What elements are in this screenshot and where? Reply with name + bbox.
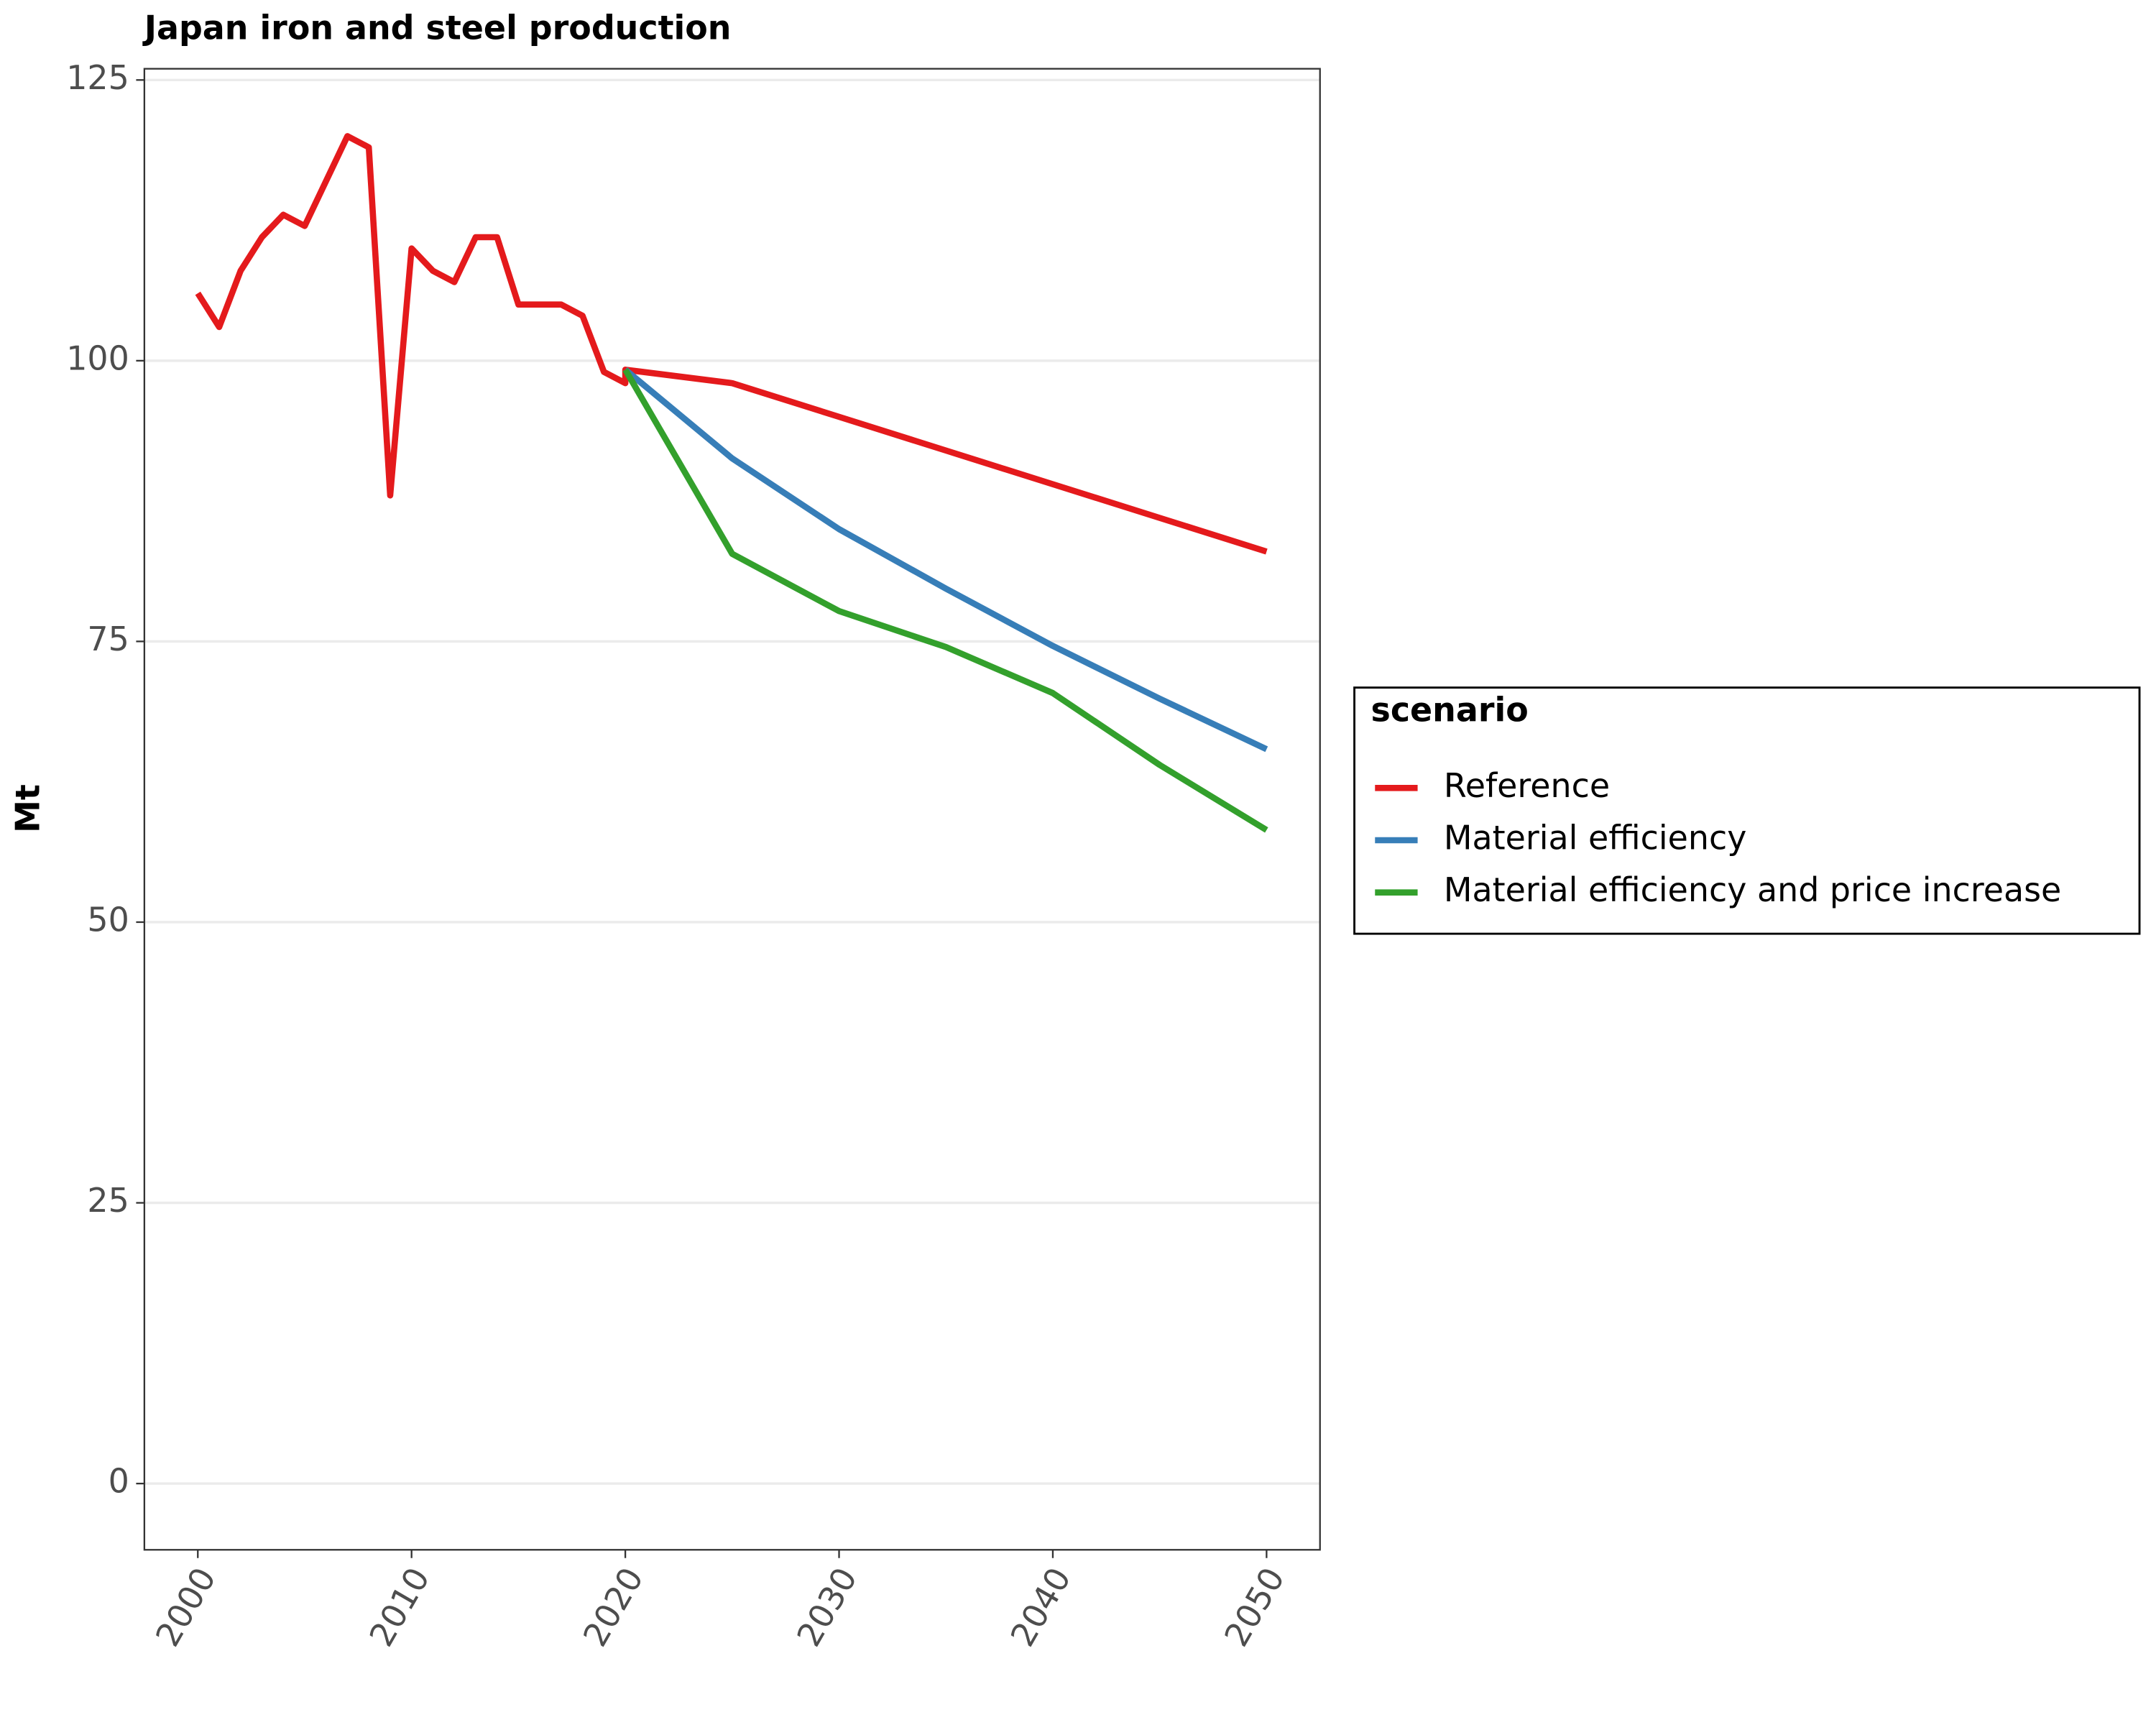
legend-title: scenario xyxy=(1371,691,1529,730)
legend-label: Material efficiency and price increase xyxy=(1444,870,2061,909)
y-tick-label: 0 xyxy=(109,1462,129,1501)
grid xyxy=(144,78,1320,1485)
y-axis-label: Mt xyxy=(9,784,47,833)
legend-label: Reference xyxy=(1444,766,1610,805)
series-line xyxy=(195,133,1268,555)
y-tick-label: 25 xyxy=(87,1181,129,1220)
series-line xyxy=(623,367,1268,753)
lines xyxy=(195,133,1268,833)
series-line xyxy=(622,368,1268,833)
panel-border xyxy=(143,68,1321,1551)
chart-title: Japan iron and steel production xyxy=(142,9,732,47)
y-tick-label: 125 xyxy=(66,58,129,97)
legend: Reference Material efficiency Material eff… xyxy=(1375,766,2061,909)
y-tick-label: 100 xyxy=(66,339,129,377)
y-tick-label: 75 xyxy=(87,620,129,658)
legend-box xyxy=(1353,686,2141,935)
legend-label: Material efficiency xyxy=(1444,819,1746,857)
y-tick-label: 50 xyxy=(87,900,129,939)
